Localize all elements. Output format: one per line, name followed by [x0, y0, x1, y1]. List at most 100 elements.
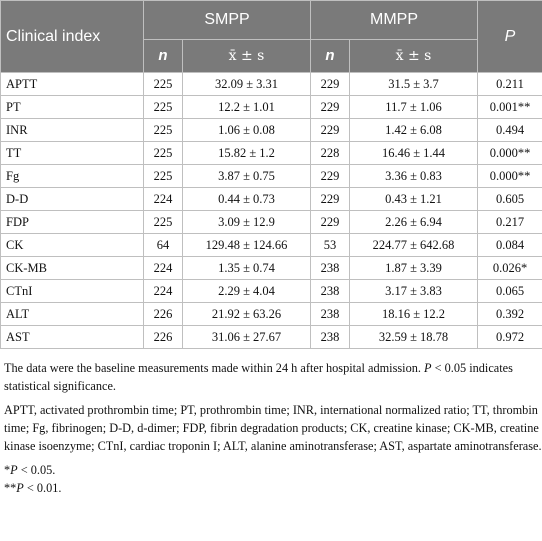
footnote-baseline-significance: < 0.05 indicates statistical significanc…: [4, 361, 513, 393]
cell-mmpp-mean-sd: 31.5 ± 3.7: [349, 72, 478, 96]
cell-p-value: 0.605: [477, 187, 542, 211]
cell-smpp-n: 225: [143, 95, 183, 119]
cell-smpp-mean-sd: 15.82 ± 1.2: [182, 141, 311, 165]
cell-p-value: 0.065: [477, 279, 542, 303]
cell-mmpp-mean-sd: 224.77 ± 642.68: [349, 233, 478, 257]
footnote-abbreviations: APTT, activated prothrombin time; PT, pr…: [4, 403, 542, 453]
table-row: D-D 224 0.44 ± 0.73 229 0.43 ± 1.21 0.605: [0, 187, 542, 211]
cell-clinical-index: TT: [0, 141, 144, 165]
table-row: PT 225 12.2 ± 1.01 229 11.7 ± 1.06 0.001**: [0, 95, 542, 119]
cell-smpp-mean-sd: 129.48 ± 124.66: [182, 233, 311, 257]
cell-mmpp-n: 238: [310, 256, 350, 280]
cell-smpp-mean-sd: 3.87 ± 0.75: [182, 164, 311, 188]
cell-smpp-mean-sd: 1.06 ± 0.08: [182, 118, 311, 142]
cell-mmpp-mean-sd: 1.42 ± 6.08: [349, 118, 478, 142]
cell-clinical-index: INR: [0, 118, 144, 142]
cell-p-value: 0.084: [477, 233, 542, 257]
cell-smpp-n: 224: [143, 187, 183, 211]
cell-smpp-mean-sd: 32.09 ± 3.31: [182, 72, 311, 96]
cell-mmpp-n: 229: [310, 187, 350, 211]
cell-smpp-n: 224: [143, 256, 183, 280]
cell-mmpp-mean-sd: 18.16 ± 12.2: [349, 302, 478, 326]
footnote-baseline-p: P: [424, 361, 432, 375]
header-n-smpp: n: [143, 39, 183, 73]
footnote-doublestar-mark: **: [4, 481, 17, 495]
cell-clinical-index: CTnI: [0, 279, 144, 303]
table-row: ALT 226 21.92 ± 63.26 238 18.16 ± 12.2 0.392: [0, 302, 542, 326]
table-row: CK-MB 224 1.35 ± 0.74 238 1.87 ± 3.39 0.026*: [0, 256, 542, 280]
cell-smpp-n: 225: [143, 210, 183, 234]
table-row: CK 64 129.48 ± 124.66 53 224.77 ± 642.68 0.08…: [0, 233, 542, 257]
cell-mmpp-n: 229: [310, 118, 350, 142]
cell-p-value: 0.392: [477, 302, 542, 326]
clinical-index-table: Clinical index SMPP MMPP P n x̄ ± s n x̄…: [0, 0, 542, 349]
footnote-baseline: The data were the baseline measurements …: [4, 349, 542, 395]
cell-smpp-n: 64: [143, 233, 183, 257]
table-header-row: Clinical index SMPP MMPP P: [0, 0, 542, 73]
header-mean-sd-smpp: x̄ ± s: [182, 39, 311, 73]
cell-p-value: 0.000**: [477, 141, 542, 165]
cell-clinical-index: AST: [0, 325, 144, 349]
header-mean-sd-mmpp: x̄ ± s: [349, 39, 478, 73]
table-row: APTT 225 32.09 ± 3.31 229 31.5 ± 3.7 0.211: [0, 72, 542, 96]
cell-mmpp-n: 238: [310, 279, 350, 303]
footnote-baseline-text: The data were the baseline measurements …: [4, 361, 425, 375]
footnote-significance-01: **P < 0.01.: [4, 479, 542, 497]
footnote-doublestar-threshold: < 0.01.: [23, 481, 62, 495]
cell-smpp-n: 226: [143, 302, 183, 326]
cell-smpp-n: 226: [143, 325, 183, 349]
cell-mmpp-n: 229: [310, 95, 350, 119]
table-row: TT 225 15.82 ± 1.2 228 16.46 ± 1.44 0.000**: [0, 141, 542, 165]
cell-mmpp-mean-sd: 2.26 ± 6.94: [349, 210, 478, 234]
cell-clinical-index: PT: [0, 95, 144, 119]
cell-clinical-index: ALT: [0, 302, 144, 326]
cell-mmpp-mean-sd: 32.59 ± 18.78: [349, 325, 478, 349]
cell-mmpp-mean-sd: 3.36 ± 0.83: [349, 164, 478, 188]
cell-clinical-index: FDP: [0, 210, 144, 234]
cell-p-value: 0.972: [477, 325, 542, 349]
header-n-mmpp: n: [310, 39, 350, 73]
cell-smpp-mean-sd: 0.44 ± 0.73: [182, 187, 311, 211]
cell-smpp-n: 225: [143, 118, 183, 142]
cell-mmpp-n: 229: [310, 164, 350, 188]
cell-mmpp-n: 53: [310, 233, 350, 257]
cell-smpp-mean-sd: 1.35 ± 0.74: [182, 256, 311, 280]
cell-smpp-n: 225: [143, 72, 183, 96]
cell-smpp-mean-sd: 2.29 ± 4.04: [182, 279, 311, 303]
cell-clinical-index: D-D: [0, 187, 144, 211]
cell-clinical-index: APTT: [0, 72, 144, 96]
cell-p-value: 0.494: [477, 118, 542, 142]
footnote-star-p: P: [10, 463, 18, 477]
cell-smpp-n: 225: [143, 164, 183, 188]
cell-mmpp-mean-sd: 11.7 ± 1.06: [349, 95, 478, 119]
cell-mmpp-mean-sd: 0.43 ± 1.21: [349, 187, 478, 211]
cell-mmpp-mean-sd: 3.17 ± 3.83: [349, 279, 478, 303]
cell-p-value: 0.217: [477, 210, 542, 234]
header-group-smpp: SMPP: [143, 0, 311, 40]
cell-mmpp-mean-sd: 1.87 ± 3.39: [349, 256, 478, 280]
table-row: INR 225 1.06 ± 0.08 229 1.42 ± 6.08 0.494: [0, 118, 542, 142]
cell-clinical-index: CK-MB: [0, 256, 144, 280]
cell-p-value: 0.000**: [477, 164, 542, 188]
cell-smpp-mean-sd: 21.92 ± 63.26: [182, 302, 311, 326]
cell-mmpp-n: 238: [310, 325, 350, 349]
cell-p-value: 0.211: [477, 72, 542, 96]
header-group-mmpp: MMPP: [310, 0, 478, 40]
cell-clinical-index: Fg: [0, 164, 144, 188]
table-row: CTnI 224 2.29 ± 4.04 238 3.17 ± 3.83 0.065: [0, 279, 542, 303]
cell-mmpp-n: 228: [310, 141, 350, 165]
cell-smpp-mean-sd: 3.09 ± 12.9: [182, 210, 311, 234]
table-row: FDP 225 3.09 ± 12.9 229 2.26 ± 6.94 0.217: [0, 210, 542, 234]
table-subheader-row: n x̄ ± s n x̄ ± s: [1, 39, 542, 73]
cell-smpp-n: 224: [143, 279, 183, 303]
cell-mmpp-mean-sd: 16.46 ± 1.44: [349, 141, 478, 165]
cell-clinical-index: CK: [0, 233, 144, 257]
table-footnotes: The data were the baseline measurements …: [0, 349, 542, 497]
cell-smpp-mean-sd: 12.2 ± 1.01: [182, 95, 311, 119]
cell-smpp-mean-sd: 31.06 ± 27.67: [182, 325, 311, 349]
header-p-value: P: [477, 0, 542, 73]
cell-mmpp-n: 238: [310, 302, 350, 326]
footnote-significance-05: *P < 0.05.: [4, 461, 542, 479]
cell-smpp-n: 225: [143, 141, 183, 165]
